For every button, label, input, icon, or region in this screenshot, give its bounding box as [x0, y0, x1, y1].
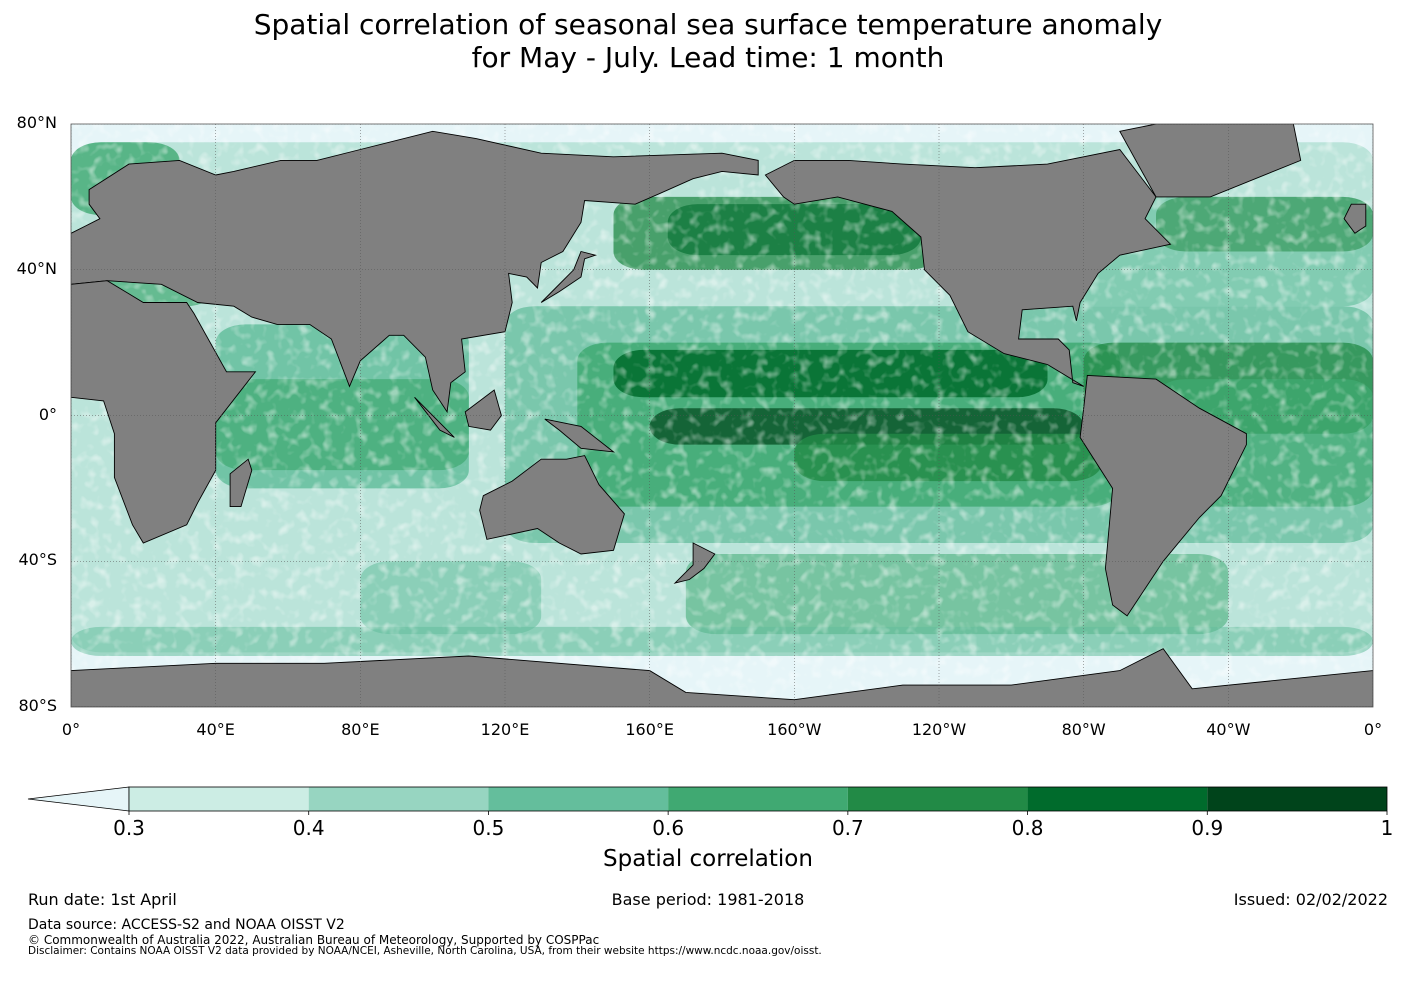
lat-label: 0°: [38, 404, 57, 424]
colorbar-extend-triangle: [27, 786, 130, 812]
land-eurasia: [71, 130, 759, 414]
lat-label: 40°N: [16, 258, 57, 278]
colorbar-segment: [1207, 787, 1387, 811]
data-source: Data source: ACCESS-S2 and NOAA OISST V2: [28, 917, 345, 933]
land-australia: [479, 455, 625, 555]
lat-label: 80°S: [18, 696, 57, 715]
land-africa: [71, 280, 257, 544]
colorbar-segment: [847, 787, 1028, 811]
lat-label: 80°N: [16, 113, 57, 132]
disclaimer: Disclaimer: Contains NOAA OISST V2 data …: [28, 945, 822, 957]
colorbar-tick-label: 0.9: [1191, 816, 1224, 840]
lon-label: 40°W: [1206, 720, 1251, 739]
colorbar-segment: [308, 787, 489, 811]
lon-label: 40°E: [196, 720, 235, 739]
land-mask: [71, 124, 1373, 707]
land-sumatra: [414, 396, 455, 438]
land-antarctica: [71, 648, 1373, 707]
land-uk: [1343, 203, 1367, 234]
colorbar-tick-label: 0.8: [1011, 816, 1044, 840]
colorbar: [27, 786, 1388, 815]
graticule: [71, 124, 1373, 707]
lon-label: 160°E: [625, 720, 674, 739]
map-frame: [70, 123, 1374, 708]
issued-date: Issued: 02/02/2022: [1233, 890, 1388, 909]
colorbar-tick-label: 0.4: [292, 816, 325, 840]
colorbar-segment: [488, 787, 669, 811]
land-north-america: [764, 149, 1172, 387]
lon-label: 120°E: [480, 720, 530, 739]
colorbar-segment: [668, 787, 848, 811]
land-greenland: [1119, 124, 1302, 198]
colorbar-tick-label: 0.3: [113, 816, 145, 840]
title-line-1: Spatial correlation of seasonal sea surf…: [253, 8, 1163, 41]
colorbar-title: Spatial correlation: [603, 846, 813, 872]
colorbar-tick-label: 0.5: [472, 816, 505, 840]
title-line-2: for May - July. Lead time: 1 month: [471, 41, 945, 74]
colorbar-outline: [128, 786, 1388, 812]
lon-label: 160°W: [767, 720, 822, 739]
copyright: © Commonwealth of Australia 2022, Austra…: [28, 933, 600, 947]
land-new-zealand: [673, 542, 716, 584]
colorbar-tick-label: 1: [1380, 816, 1394, 840]
lon-label: 120°W: [911, 720, 967, 739]
land-borneo: [464, 389, 502, 431]
colorbar-segment: [129, 787, 309, 811]
colorbar-tick-label: 0.6: [652, 816, 685, 840]
base-period: Base period: 1981-2018: [611, 890, 805, 909]
land-madagascar: [229, 458, 253, 508]
lon-label: 0°: [1363, 720, 1383, 739]
colorbar-segment: [1027, 787, 1208, 811]
lon-label: 0°: [61, 720, 81, 739]
chart-title: Spatial correlation of seasonal sea surf…: [0, 8, 1416, 74]
lat-label: 40°S: [18, 550, 57, 570]
land-new-guinea: [544, 418, 616, 453]
lon-label: 80°W: [1061, 720, 1106, 739]
land-japan: [540, 250, 597, 303]
lon-label: 80°E: [341, 720, 380, 739]
colorbar-tick-label: 0.7: [831, 816, 864, 840]
run-date: Run date: 1st April: [28, 890, 177, 909]
